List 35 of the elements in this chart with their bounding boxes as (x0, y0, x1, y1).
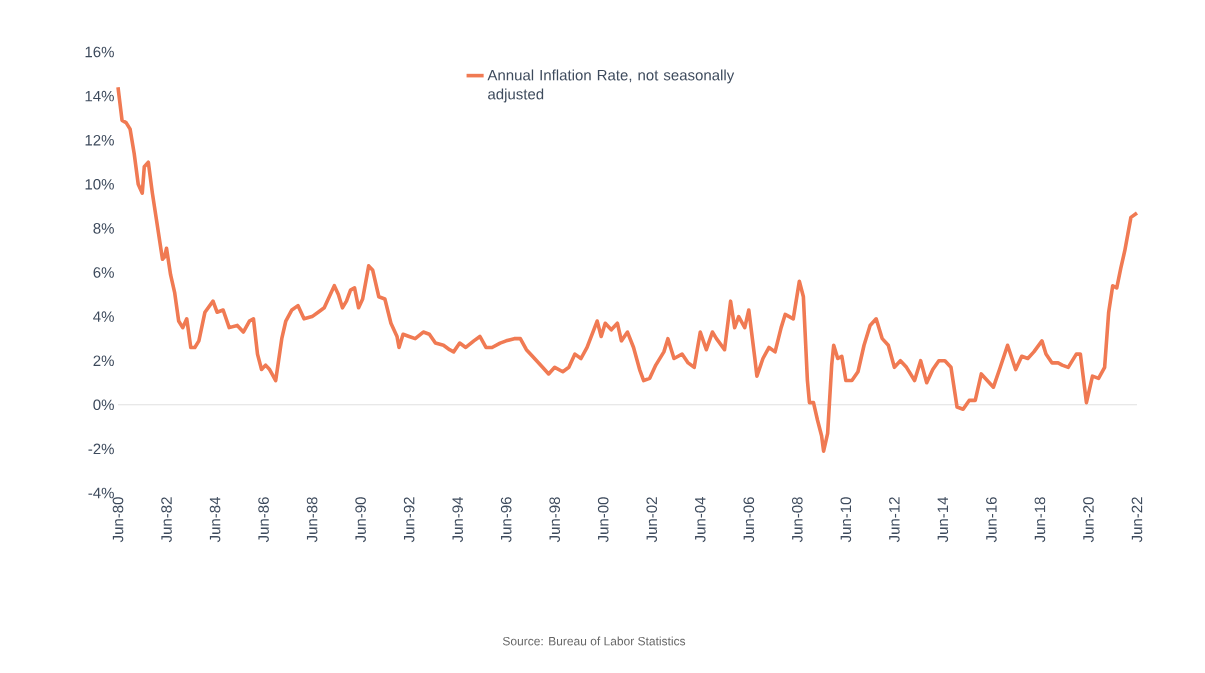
legend-label: Annual Inflation Rate, not seasonally adjusted (487, 69, 735, 103)
y-tick-label: 10% (85, 179, 114, 190)
x-tick-label: Jun-86 (258, 497, 269, 543)
x-tick-label: Jun-94 (452, 496, 463, 543)
y-tick-label: 14% (85, 90, 114, 102)
y-tick-label: 0% (93, 399, 114, 411)
x-tick-label: Jun-84 (209, 496, 221, 543)
x-tick-label: Jun-12 (889, 497, 900, 543)
x-tick-label: Jun-00 (597, 497, 609, 543)
x-tick-label: Jun-18 (1034, 497, 1046, 543)
y-tick-label: 16% (85, 46, 114, 58)
x-tick-label: Jun-08 (792, 497, 803, 543)
x-tick-label: Jun-90 (355, 497, 366, 543)
y-tick-label: 8% (93, 223, 114, 234)
x-tick-label: Jun-06 (743, 497, 755, 543)
x-tick-label: Jun-96 (500, 497, 512, 543)
y-tick-label: -2% (88, 443, 114, 455)
x-tick-label: Jun-22 (1131, 497, 1143, 543)
x-tick-label: Jun-16 (986, 497, 997, 543)
x-tick-label: Jun-02 (646, 497, 658, 543)
x-tick-label: Jun-10 (840, 497, 852, 543)
y-tick-label: 6% (93, 267, 114, 278)
y-tick-label: 4% (93, 311, 114, 322)
x-tick-label: Jun-82 (161, 497, 172, 543)
y-tick-label: 2% (93, 355, 114, 366)
x-tick-label: Jun-80 (112, 497, 124, 543)
x-tick-label: Jun-88 (306, 497, 318, 543)
y-tick-label: -4% (88, 487, 114, 499)
x-tick-label: Jun-14 (937, 496, 949, 543)
y-tick-label: 12% (85, 134, 114, 146)
source-note: Source: Bureau of Labor Statistics (502, 636, 686, 646)
x-tick-label: Jun-04 (694, 496, 706, 543)
x-tick-label: Jun-92 (403, 497, 415, 543)
x-tick-label: Jun-20 (1083, 497, 1094, 543)
x-tick-label: Jun-98 (549, 497, 561, 543)
